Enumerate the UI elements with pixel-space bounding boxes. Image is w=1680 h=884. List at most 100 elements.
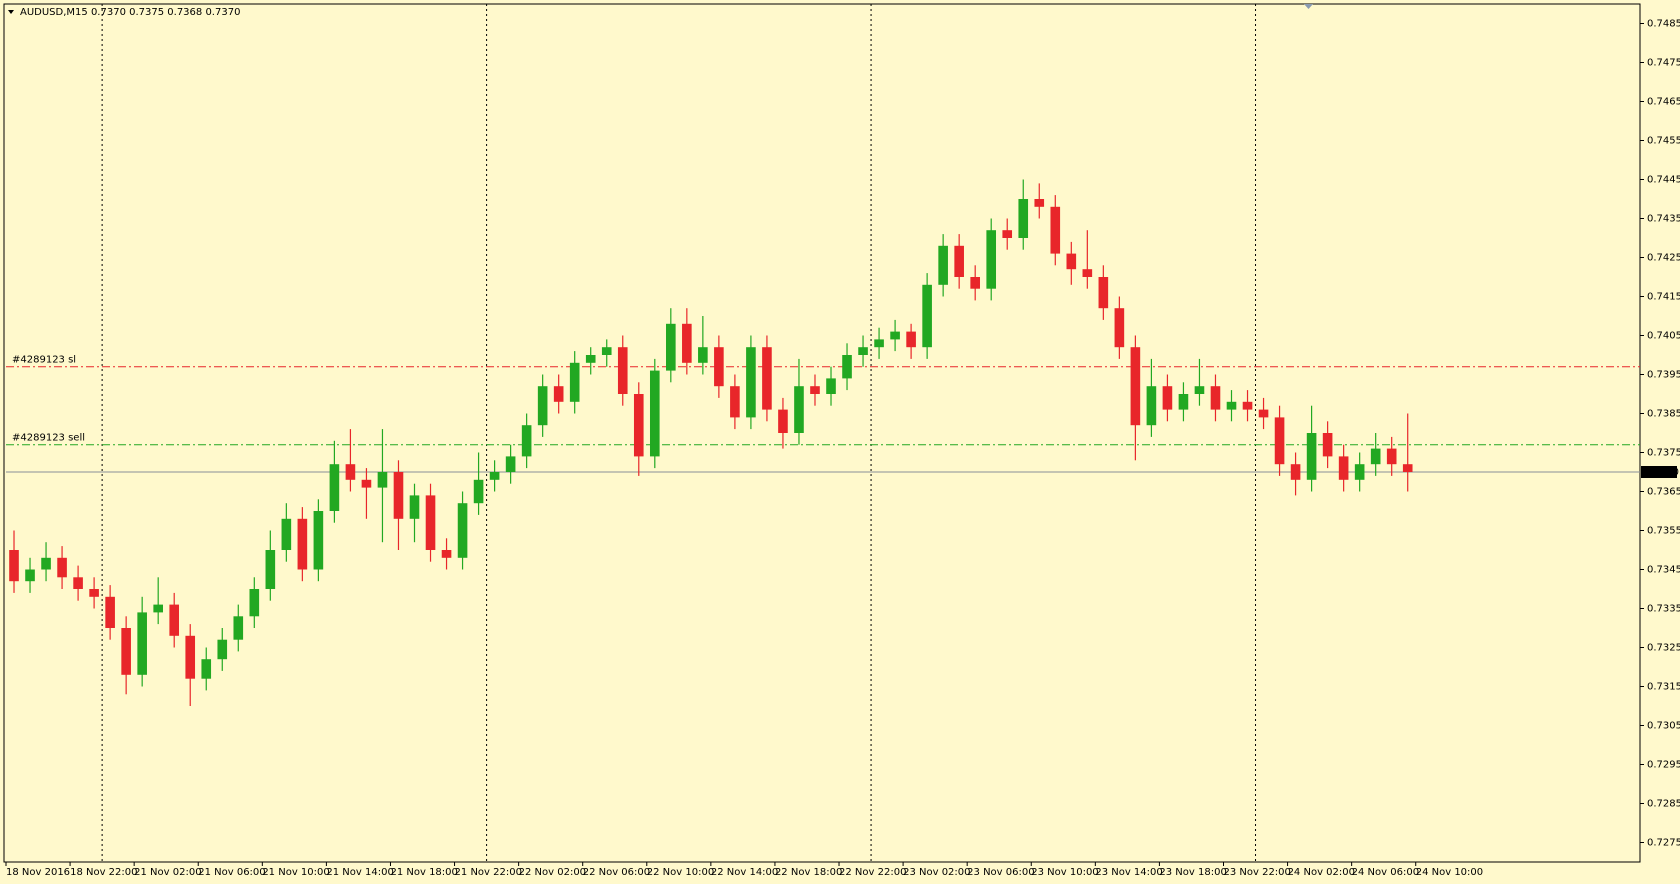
candle-body	[569, 362, 580, 402]
candle-body	[521, 425, 532, 457]
candle-body	[1066, 253, 1077, 270]
y-tick-label: 0.7485	[1647, 19, 1680, 30]
x-tick-label: 23 Nov 14:00	[1095, 867, 1162, 878]
candle-body	[1322, 433, 1333, 457]
x-tick-label: 23 Nov 02:00	[903, 867, 970, 878]
candle-body	[810, 386, 820, 394]
x-tick-label: 24 Nov 06:00	[1352, 867, 1419, 878]
candle-body	[425, 495, 436, 550]
candle-body	[1402, 464, 1413, 472]
x-tick-label: 21 Nov 22:00	[455, 867, 522, 878]
candle-body	[457, 503, 468, 558]
candle-body	[1290, 464, 1301, 480]
y-tick-label: 0.7285	[1647, 799, 1680, 810]
candle-body	[890, 331, 900, 340]
candle-body	[297, 518, 308, 570]
candle-body	[842, 355, 852, 379]
candle-body	[617, 347, 628, 394]
x-tick-label: 22 Nov 06:00	[583, 867, 650, 878]
y-tick-label: 0.7275	[1647, 838, 1680, 849]
x-tick-label: 21 Nov 02:00	[134, 867, 201, 878]
y-tick-label: 0.7375	[1647, 448, 1680, 459]
candle-body	[1274, 417, 1285, 465]
candle-body	[105, 596, 115, 628]
last-price-box	[1641, 466, 1677, 478]
y-tick-label: 0.7325	[1647, 643, 1680, 654]
candle-body	[714, 347, 724, 387]
candle-body	[1354, 464, 1365, 480]
candle-body	[649, 370, 660, 457]
candle-body	[1178, 394, 1189, 410]
candle-body	[938, 245, 948, 285]
y-tick-label: 0.7345	[1647, 565, 1680, 576]
candle-body	[25, 569, 35, 582]
candle-body	[1130, 347, 1141, 426]
y-tick-label: 0.7405	[1647, 331, 1680, 342]
candle-body	[329, 464, 340, 511]
candle-body	[57, 557, 67, 578]
x-tick-label: 22 Nov 18:00	[775, 867, 842, 878]
y-tick-label: 0.7385	[1647, 409, 1680, 420]
y-tick-label: 0.7395	[1647, 370, 1680, 381]
candle-body	[601, 347, 612, 355]
y-tick-label: 0.7415	[1647, 292, 1680, 303]
candle-body	[970, 277, 980, 289]
candle-body	[441, 550, 452, 558]
candle-body	[1370, 448, 1381, 465]
y-tick-label: 0.7365	[1647, 487, 1680, 498]
candle-body	[41, 557, 51, 570]
candle-body	[1034, 199, 1045, 207]
candle-body	[537, 386, 548, 426]
candle-body	[1082, 269, 1093, 277]
candle-body	[826, 378, 836, 394]
x-tick-label: 22 Nov 10:00	[647, 867, 714, 878]
x-tick-label: 21 Nov 06:00	[198, 867, 265, 878]
x-tick-label: 23 Nov 18:00	[1159, 867, 1226, 878]
candle-body	[249, 589, 260, 617]
candle-body	[1210, 386, 1221, 410]
y-tick-label: 0.7295	[1647, 760, 1680, 771]
y-tick-label: 0.7465	[1647, 97, 1680, 108]
y-tick-label: 0.7335	[1647, 604, 1680, 615]
candle-body	[393, 472, 404, 519]
candle-body	[778, 409, 788, 433]
candle-body	[585, 355, 596, 363]
x-tick-label: 18 Nov 2016	[6, 867, 70, 878]
candle-body	[409, 495, 420, 519]
candle-body	[345, 464, 356, 480]
candle-body	[666, 323, 676, 371]
candle-body	[281, 518, 292, 550]
candle-body	[1194, 386, 1205, 394]
candle-body	[1114, 308, 1125, 348]
x-tick-label: 21 Nov 14:00	[326, 867, 393, 878]
candle-body	[794, 386, 804, 433]
x-tick-label: 24 Nov 10:00	[1416, 867, 1483, 878]
candle-body	[1018, 199, 1029, 238]
y-tick-label: 0.7435	[1647, 214, 1680, 225]
x-tick-label: 21 Nov 18:00	[390, 867, 457, 878]
plot-frame	[3, 3, 1641, 863]
candle-body	[553, 386, 564, 402]
x-tick-label: 18 Nov 22:00	[70, 867, 137, 878]
candle-body	[906, 331, 916, 348]
candle-body	[874, 339, 884, 348]
candle-body	[1226, 401, 1237, 410]
candle-body	[762, 347, 772, 410]
candle-body	[1002, 230, 1013, 238]
candle-body	[1050, 206, 1061, 254]
candle-body	[377, 472, 388, 488]
candle-body	[73, 577, 83, 589]
candle-body	[730, 386, 740, 418]
candle-body	[185, 635, 196, 679]
candle-body	[361, 479, 372, 488]
x-tick-label: 24 Nov 02:00	[1288, 867, 1355, 878]
candle-body	[1146, 386, 1157, 426]
candle-body	[233, 616, 244, 640]
x-tick-label: 22 Nov 22:00	[839, 867, 906, 878]
x-tick-label: 23 Nov 22:00	[1223, 867, 1290, 878]
candle-body	[954, 245, 964, 277]
candle-body	[1306, 433, 1317, 480]
candle-body	[1386, 448, 1397, 465]
